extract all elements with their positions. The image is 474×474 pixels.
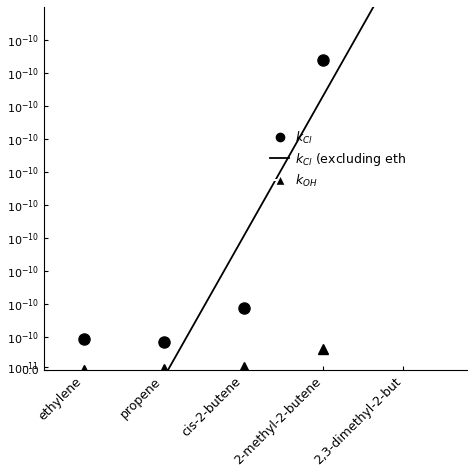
Legend: $k_{Cl}$, $k_{Cl}$ (excluding eth, $k_{OH}$: $k_{Cl}$, $k_{Cl}$ (excluding eth, $k_{O… [270,129,406,189]
